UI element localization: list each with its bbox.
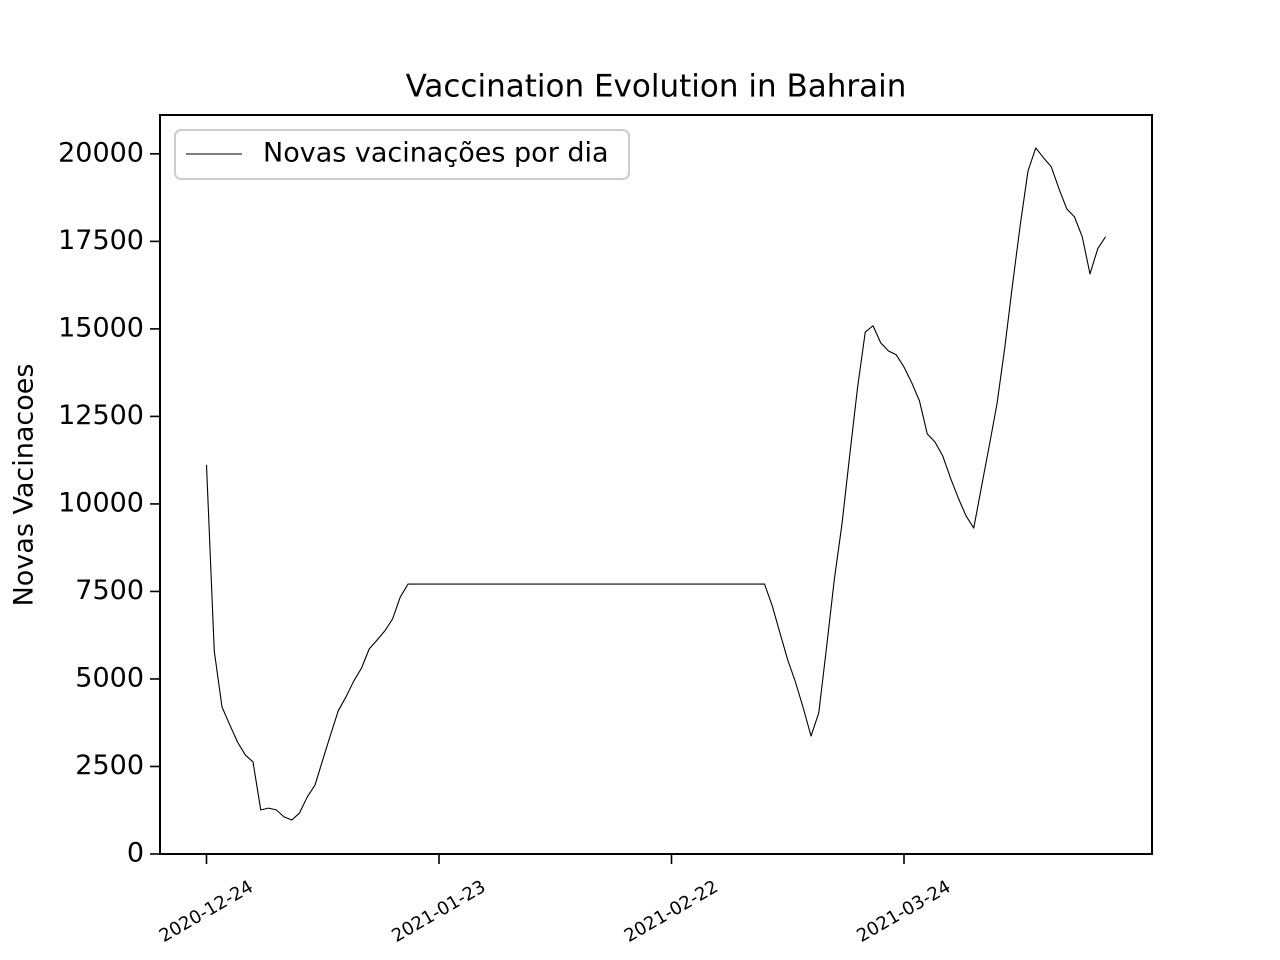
legend-box bbox=[174, 129, 630, 180]
x-tick-label: 2021-03-24 bbox=[853, 876, 954, 946]
chart-title: Vaccination Evolution in Bahrain bbox=[406, 69, 907, 105]
y-axis-label: Novas Vacinacoes bbox=[9, 364, 40, 607]
legend-label: Novas vacinações por dia bbox=[263, 138, 609, 169]
x-tick-label: 2020-12-24 bbox=[156, 876, 257, 946]
y-tick-label: 12500 bbox=[58, 400, 144, 431]
y-tick-label: 20000 bbox=[58, 137, 144, 168]
y-tick-label: 17500 bbox=[58, 225, 144, 256]
x-axis-label: Data bbox=[624, 956, 688, 960]
y-tick-label: 5000 bbox=[75, 662, 144, 693]
y-tick-label: 10000 bbox=[58, 487, 144, 518]
y-tick-label: 7500 bbox=[75, 575, 144, 606]
plot-frame bbox=[159, 114, 1153, 855]
x-tick-label: 2021-01-23 bbox=[388, 876, 489, 946]
y-tick-label: 2500 bbox=[75, 750, 144, 781]
x-tick-label: 2021-02-22 bbox=[621, 876, 722, 946]
y-tick-label: 0 bbox=[127, 838, 144, 869]
data-line bbox=[205, 147, 1106, 821]
y-tick-label: 15000 bbox=[58, 312, 144, 343]
